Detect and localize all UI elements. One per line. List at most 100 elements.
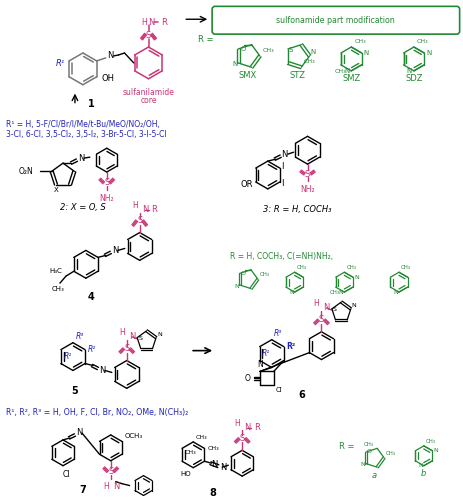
Text: CH₃: CH₃ xyxy=(400,266,410,270)
Text: CH₃: CH₃ xyxy=(296,266,306,270)
Text: N: N xyxy=(128,332,135,341)
Text: 8: 8 xyxy=(209,488,216,498)
Text: CH₃: CH₃ xyxy=(425,439,435,444)
Text: 3: R = H, COCH₃: 3: R = H, COCH₃ xyxy=(262,205,331,214)
Text: I: I xyxy=(281,180,283,188)
Text: S: S xyxy=(288,47,293,53)
Text: NH₂: NH₂ xyxy=(99,194,114,203)
Text: O: O xyxy=(366,450,371,454)
Text: R¹: R¹ xyxy=(56,60,65,68)
Text: H: H xyxy=(119,328,125,336)
Text: N: N xyxy=(107,52,113,60)
Text: sulfanilamide: sulfanilamide xyxy=(122,88,174,97)
Text: H: H xyxy=(103,482,108,490)
Text: CH₃: CH₃ xyxy=(345,266,356,270)
Text: N: N xyxy=(244,423,250,432)
Text: R³: R³ xyxy=(273,328,282,338)
Text: SMZ: SMZ xyxy=(341,74,360,84)
Text: OR: OR xyxy=(240,180,252,190)
Text: R³: R³ xyxy=(76,332,84,340)
Text: N: N xyxy=(281,150,287,158)
Text: CH₃: CH₃ xyxy=(303,60,314,64)
Text: CH₃: CH₃ xyxy=(259,272,269,277)
Text: N: N xyxy=(157,332,162,336)
Text: N: N xyxy=(288,290,293,294)
Text: S: S xyxy=(318,316,323,324)
Text: R =: R = xyxy=(197,34,213,43)
Text: R =: R = xyxy=(338,442,354,451)
Text: N: N xyxy=(323,304,329,312)
Text: N: N xyxy=(406,68,411,74)
Text: HO: HO xyxy=(180,470,191,476)
Text: 5: 5 xyxy=(71,386,78,396)
Text: N: N xyxy=(351,303,356,308)
Text: N: N xyxy=(343,68,349,74)
Text: H₃C: H₃C xyxy=(49,268,62,274)
Text: OH: OH xyxy=(101,74,114,84)
Text: N: N xyxy=(99,366,105,375)
Text: S: S xyxy=(332,308,336,312)
Text: SDZ: SDZ xyxy=(404,74,422,84)
Text: CH₃: CH₃ xyxy=(207,446,219,451)
Text: N: N xyxy=(234,284,238,288)
Text: CH₃: CH₃ xyxy=(333,69,345,74)
Text: R²: R² xyxy=(285,342,294,351)
Text: N: N xyxy=(257,360,262,370)
Text: 1: 1 xyxy=(88,98,94,108)
Text: N: N xyxy=(310,49,315,55)
Text: core: core xyxy=(140,96,156,105)
Text: R²: R² xyxy=(88,345,96,354)
Text: X: X xyxy=(54,186,58,192)
Text: 7: 7 xyxy=(79,484,86,494)
Text: CH₃: CH₃ xyxy=(51,286,64,292)
Text: N: N xyxy=(232,61,237,67)
Text: N: N xyxy=(148,18,154,26)
Text: S: S xyxy=(137,216,142,225)
Text: N: N xyxy=(425,50,431,56)
Text: N: N xyxy=(220,462,226,471)
Text: N: N xyxy=(432,448,437,454)
Text: S: S xyxy=(104,178,109,188)
Text: N: N xyxy=(417,463,422,468)
Text: 6: 6 xyxy=(298,390,304,400)
Text: O: O xyxy=(240,46,245,52)
Text: N: N xyxy=(363,50,368,56)
Text: STZ: STZ xyxy=(289,72,305,80)
Text: CH₃: CH₃ xyxy=(363,442,374,448)
Text: H: H xyxy=(140,18,146,26)
Text: R: R xyxy=(151,205,157,214)
Text: CH₃: CH₃ xyxy=(385,451,395,456)
Text: R: R xyxy=(254,423,259,432)
Text: N: N xyxy=(393,290,397,294)
Text: CH₃: CH₃ xyxy=(329,290,339,295)
Text: N: N xyxy=(112,246,118,255)
Text: N: N xyxy=(353,274,358,280)
Text: R¹, R², R³ = H, OH, F, Cl, Br, NO₂, OMe, N(CH₃)₂: R¹, R², R³ = H, OH, F, Cl, Br, NO₂, OMe,… xyxy=(6,408,188,417)
Text: S: S xyxy=(108,467,113,476)
Text: S: S xyxy=(239,434,244,443)
Text: NH₂: NH₂ xyxy=(300,185,314,194)
Text: CH₃: CH₃ xyxy=(195,435,206,440)
Text: N: N xyxy=(141,205,148,214)
Text: O: O xyxy=(240,271,245,276)
Text: O₂N: O₂N xyxy=(19,167,34,176)
Text: S: S xyxy=(138,336,142,341)
Text: sulfonamide part modification: sulfonamide part modification xyxy=(276,16,394,24)
Text: R: R xyxy=(161,18,167,26)
Text: O: O xyxy=(244,374,250,383)
Text: SMX: SMX xyxy=(238,72,257,80)
Text: S: S xyxy=(145,30,151,40)
Text: N: N xyxy=(338,290,343,294)
FancyBboxPatch shape xyxy=(212,6,459,34)
Text: R¹: R¹ xyxy=(261,348,269,358)
Text: H: H xyxy=(313,299,319,308)
Text: S: S xyxy=(124,344,129,353)
Text: 2: X = O, S: 2: X = O, S xyxy=(60,204,106,212)
Text: N: N xyxy=(75,428,82,438)
Text: N: N xyxy=(78,154,84,162)
Text: R = H, COCH₃, C(=NH)NH₂,: R = H, COCH₃, C(=NH)NH₂, xyxy=(230,252,332,262)
Text: H: H xyxy=(131,200,138,209)
Text: S: S xyxy=(304,170,309,178)
Text: CH₃: CH₃ xyxy=(185,450,196,456)
Text: R¹: R¹ xyxy=(64,352,72,360)
